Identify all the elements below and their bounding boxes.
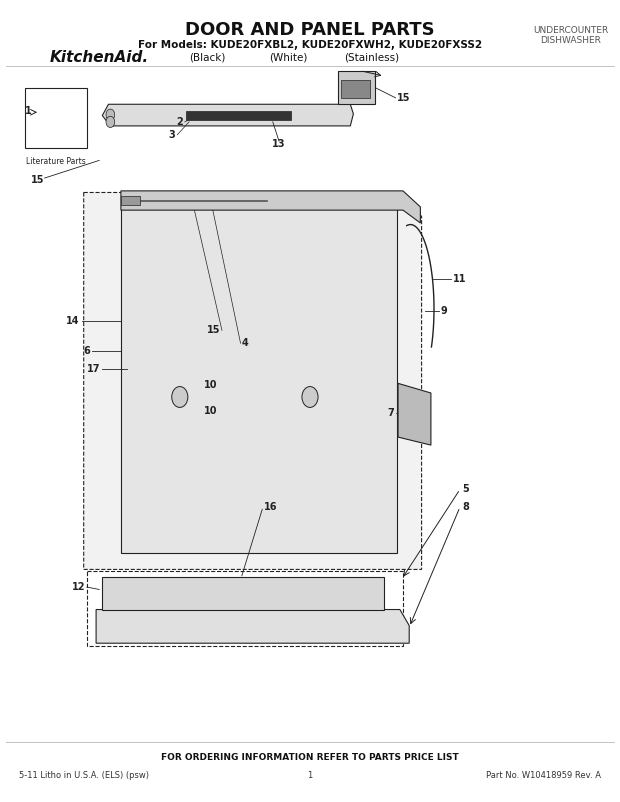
Text: For Models: KUDE20FXBL2, KUDE20FXWH2, KUDE20FXSS2: For Models: KUDE20FXBL2, KUDE20FXWH2, KU… bbox=[138, 40, 482, 50]
Bar bbox=[25, 88, 87, 148]
Text: Literature Parts: Literature Parts bbox=[26, 157, 86, 166]
Text: (White): (White) bbox=[269, 53, 308, 63]
Text: (Black): (Black) bbox=[190, 53, 226, 63]
Text: 13: 13 bbox=[272, 140, 286, 149]
Text: DOOR AND PANEL PARTS: DOOR AND PANEL PARTS bbox=[185, 22, 435, 39]
Text: 5-11 Litho in U.S.A. (ELS) (psw): 5-11 Litho in U.S.A. (ELS) (psw) bbox=[19, 771, 149, 780]
Circle shape bbox=[172, 387, 188, 407]
Text: 7: 7 bbox=[388, 408, 394, 418]
Bar bbox=[121, 196, 140, 205]
Polygon shape bbox=[121, 209, 397, 553]
Text: (Stainless): (Stainless) bbox=[345, 53, 399, 63]
Text: 12: 12 bbox=[72, 582, 86, 592]
Polygon shape bbox=[121, 191, 420, 223]
Polygon shape bbox=[338, 71, 375, 104]
Text: UNDERCOUNTER: UNDERCOUNTER bbox=[533, 26, 608, 35]
Text: 15: 15 bbox=[206, 326, 220, 335]
Text: 17: 17 bbox=[87, 364, 100, 374]
Text: DISHWASHER: DISHWASHER bbox=[540, 35, 601, 45]
Circle shape bbox=[106, 116, 115, 128]
Circle shape bbox=[302, 387, 318, 407]
Text: 4: 4 bbox=[242, 338, 249, 348]
Polygon shape bbox=[84, 192, 422, 569]
Text: 15: 15 bbox=[30, 176, 44, 185]
Text: 8: 8 bbox=[462, 502, 469, 512]
Text: KitchenAid.: KitchenAid. bbox=[50, 51, 149, 65]
Text: 11: 11 bbox=[453, 274, 466, 284]
Text: Part No. W10418959 Rev. A: Part No. W10418959 Rev. A bbox=[487, 771, 601, 780]
Text: 10: 10 bbox=[204, 380, 218, 390]
Text: 1: 1 bbox=[308, 771, 312, 780]
Polygon shape bbox=[96, 610, 409, 643]
Text: 6: 6 bbox=[83, 346, 90, 356]
Text: 14: 14 bbox=[66, 316, 79, 326]
Polygon shape bbox=[398, 383, 431, 445]
Circle shape bbox=[106, 109, 115, 120]
Polygon shape bbox=[102, 104, 353, 126]
Polygon shape bbox=[186, 111, 291, 120]
Text: 2: 2 bbox=[176, 117, 183, 127]
Text: 16: 16 bbox=[264, 502, 277, 512]
Text: 10: 10 bbox=[204, 406, 218, 415]
Text: 3: 3 bbox=[169, 130, 175, 140]
Text: 15: 15 bbox=[397, 93, 410, 103]
Text: 9: 9 bbox=[440, 306, 447, 316]
Text: FOR ORDERING INFORMATION REFER TO PARTS PRICE LIST: FOR ORDERING INFORMATION REFER TO PARTS … bbox=[161, 752, 459, 762]
Polygon shape bbox=[102, 577, 384, 610]
Text: 1: 1 bbox=[25, 106, 31, 115]
Bar bbox=[341, 80, 370, 98]
Text: 5: 5 bbox=[462, 484, 469, 494]
